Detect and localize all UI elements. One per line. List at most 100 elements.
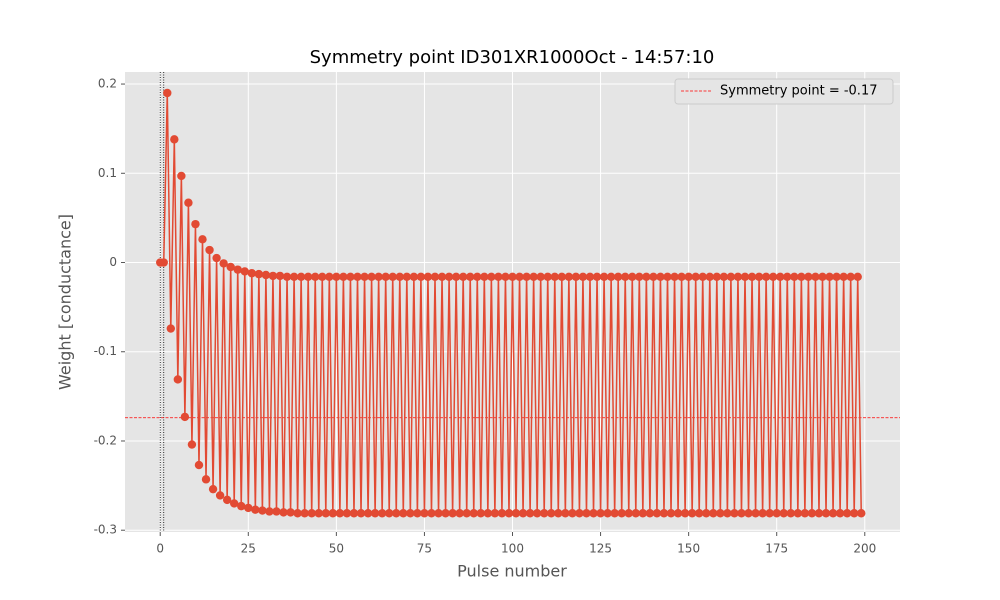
data-point	[821, 509, 831, 518]
data-point	[621, 272, 630, 281]
y-tick-label: 0.1	[98, 166, 117, 180]
data-point	[226, 262, 235, 272]
data-point	[571, 272, 581, 281]
data-point	[776, 272, 785, 281]
data-point	[518, 509, 528, 518]
data-point	[353, 272, 362, 281]
data-point	[578, 272, 588, 281]
data-point	[561, 509, 570, 518]
data-point	[303, 272, 313, 281]
x-tick-label: 150	[677, 542, 700, 556]
x-tick-label: 25	[241, 542, 256, 556]
data-point	[377, 509, 387, 518]
data-point	[399, 509, 408, 518]
data-point	[388, 272, 397, 281]
data-point	[638, 509, 648, 518]
data-point	[296, 272, 306, 281]
data-point	[497, 509, 507, 518]
data-point	[761, 272, 771, 281]
data-point	[381, 272, 390, 281]
data-point	[251, 505, 260, 514]
data-point	[237, 501, 246, 511]
data-point	[554, 509, 563, 518]
data-point	[272, 507, 281, 516]
data-point	[342, 509, 352, 518]
data-point	[286, 508, 295, 517]
data-point	[177, 171, 186, 181]
data-point	[585, 272, 595, 281]
data-point	[289, 272, 299, 281]
data-point	[476, 509, 485, 518]
data-point	[797, 272, 806, 281]
data-point	[740, 272, 750, 281]
data-point	[582, 509, 591, 518]
data-point	[420, 509, 429, 518]
data-point	[504, 509, 514, 518]
data-point	[680, 509, 690, 518]
data-point	[212, 253, 221, 263]
data-point	[540, 509, 549, 518]
data-point	[268, 271, 278, 281]
data-point	[311, 272, 320, 281]
data-point	[783, 272, 792, 281]
data-point	[335, 509, 345, 518]
data-point	[825, 272, 834, 281]
data-point	[846, 272, 855, 281]
data-point	[723, 509, 732, 518]
data-point	[279, 508, 288, 517]
x-tick-label: 175	[765, 542, 788, 556]
data-point	[684, 272, 693, 281]
data-point	[480, 272, 489, 281]
data-point	[434, 509, 443, 518]
data-point	[603, 509, 612, 518]
data-point	[265, 507, 274, 516]
data-point	[254, 269, 264, 279]
data-point	[547, 509, 556, 518]
data-point	[423, 272, 433, 281]
data-point	[240, 267, 249, 276]
data-point	[744, 509, 753, 518]
data-point	[642, 272, 651, 281]
data-point	[180, 412, 190, 422]
data-line	[160, 92, 862, 514]
data-point	[659, 509, 669, 518]
data-point	[635, 272, 644, 281]
data-point	[677, 272, 686, 281]
data-point	[754, 272, 764, 281]
chart-title: Symmetry point ID301XR1000Oct - 14:57:10	[310, 47, 715, 68]
data-point	[529, 272, 538, 281]
data-point	[402, 272, 412, 281]
data-point	[300, 509, 309, 518]
data-point	[666, 509, 676, 518]
data-point	[536, 272, 545, 281]
data-point	[522, 272, 531, 281]
data-point	[233, 265, 242, 274]
y-tick-label: -0.3	[94, 523, 117, 537]
data-point	[198, 235, 207, 244]
plot-area	[125, 72, 900, 532]
x-tick-label: 125	[589, 542, 612, 556]
data-point	[628, 272, 637, 281]
data-point	[314, 509, 323, 518]
data-point	[173, 375, 183, 384]
data-point	[709, 509, 718, 518]
data-point	[455, 509, 464, 518]
data-point	[441, 509, 450, 518]
data-point	[592, 272, 602, 281]
data-point	[691, 272, 700, 281]
data-point	[494, 272, 503, 281]
data-point	[166, 324, 175, 333]
data-point	[670, 272, 679, 281]
data-point	[385, 509, 394, 518]
data-point	[515, 272, 524, 281]
data-point	[194, 460, 204, 470]
data-point	[201, 475, 211, 484]
data-point	[230, 499, 239, 508]
data-point	[705, 272, 714, 281]
data-point	[850, 509, 859, 518]
data-point	[427, 509, 436, 518]
y-tick-label: -0.2	[94, 433, 117, 447]
data-point	[430, 272, 440, 281]
data-point	[853, 272, 862, 281]
